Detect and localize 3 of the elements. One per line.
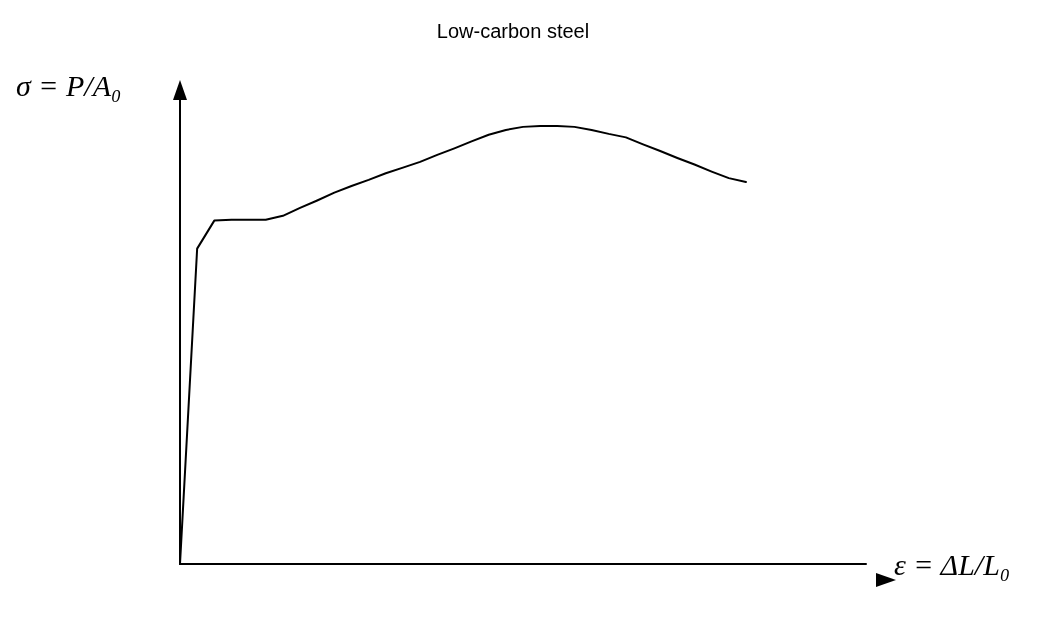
chart-title: Low-carbon steel bbox=[436, 20, 590, 42]
x-axis-title: ε = ΔL/L₀ bbox=[894, 547, 1011, 581]
y-axis-title: σ = P/A₀ bbox=[16, 68, 122, 102]
